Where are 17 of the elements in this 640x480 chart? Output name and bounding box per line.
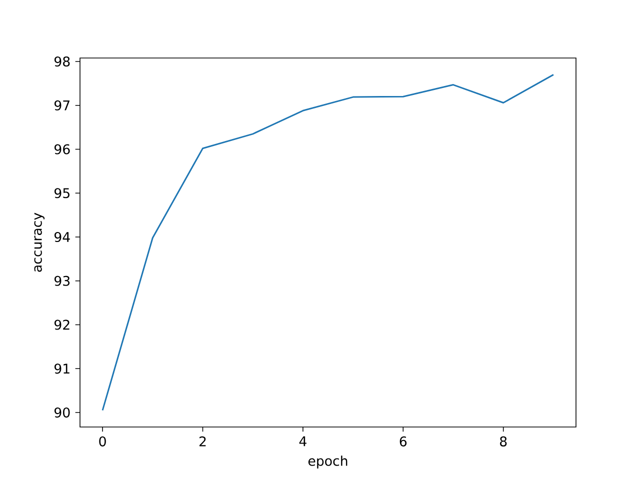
y-tick-label: 95 bbox=[54, 188, 70, 198]
y-tick-label: 98 bbox=[54, 56, 70, 67]
y-tick-label: 92 bbox=[54, 320, 70, 330]
y-tick-label: 91 bbox=[54, 364, 70, 374]
x-tick-label: 4 bbox=[299, 436, 306, 446]
x-tick-label: 6 bbox=[400, 436, 407, 446]
x-tick-label: 8 bbox=[500, 436, 507, 446]
y-tick-label: 90 bbox=[54, 407, 70, 418]
y-tick-label: 97 bbox=[54, 100, 70, 110]
x-tick-label: 0 bbox=[99, 436, 106, 446]
line-series bbox=[102, 74, 554, 412]
y-axis-title: accuracy bbox=[34, 212, 45, 272]
y-tick-label: 93 bbox=[54, 276, 70, 286]
y-tick-label: 94 bbox=[54, 232, 70, 242]
x-tick-label: 2 bbox=[199, 436, 206, 446]
y-tick-label: 96 bbox=[54, 144, 70, 154]
x-axis-title: epoch bbox=[308, 456, 348, 469]
